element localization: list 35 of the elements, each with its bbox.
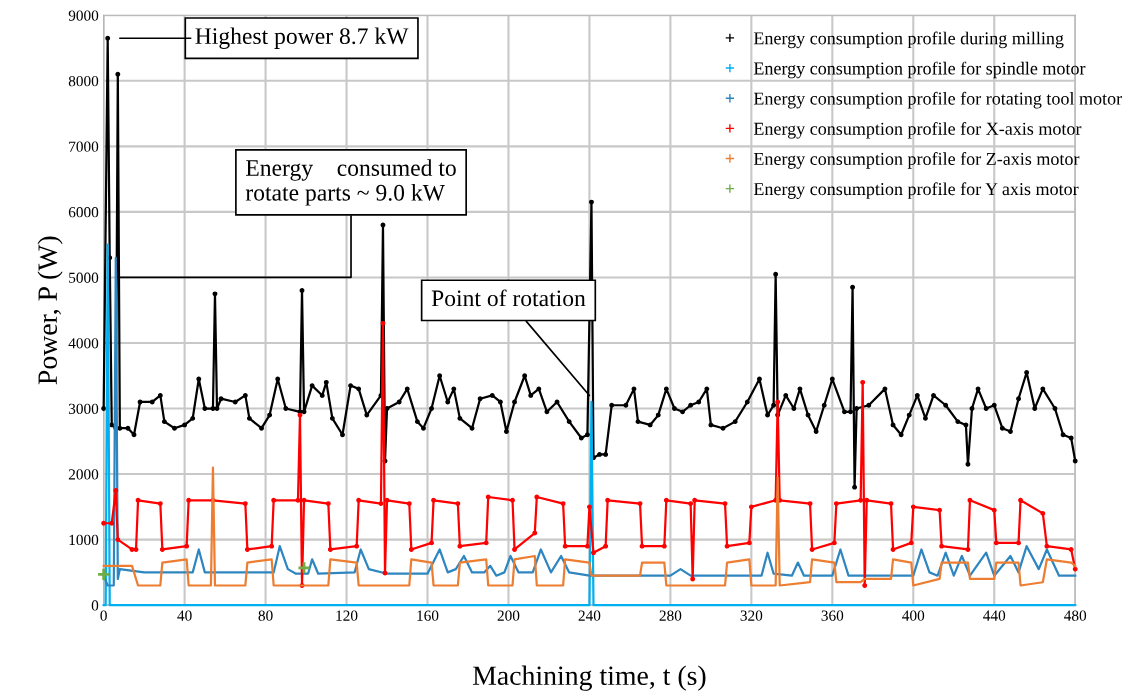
line-series: [102, 466, 1077, 587]
y-tick-label: 0: [91, 600, 99, 611]
x-tick-label: 240: [578, 610, 601, 621]
legend-label: Energy consumption profile for spindle motor: [753, 61, 1086, 79]
x-tick-label: 400: [902, 610, 925, 621]
x-axis-title: Machining time, t (s): [472, 665, 706, 691]
y-tick-label: 2000: [68, 469, 99, 480]
x-tick-label: 480: [1064, 610, 1087, 621]
x-tick-label: 280: [659, 610, 682, 621]
y-tick-label: 5000: [69, 272, 99, 283]
x-tick-label: 360: [821, 610, 844, 621]
y-tick-label: 4000: [68, 338, 99, 349]
y-tick-label: 6000: [68, 207, 99, 218]
annotation: Highest power 8.7 kW: [195, 27, 409, 49]
x-tick-label: 40: [177, 610, 192, 621]
y-tick-label: 3000: [68, 403, 99, 414]
annotation: Point of rotation: [431, 289, 586, 307]
legend-label: Energy consumption profile for rotating tool motor: [753, 91, 1122, 109]
y-axis-title: Power, P (W): [37, 236, 63, 385]
legend-label: Energy consumption profile for X-axis motor: [753, 121, 1082, 139]
y-tick-label: 8000: [68, 75, 99, 87]
x-tick-label: 0: [100, 610, 107, 621]
legend-label: Energy consumption profile for Z-axis motor: [753, 152, 1080, 169]
y-tick-label: 7000: [69, 141, 99, 152]
x-tick-label: 200: [497, 610, 520, 621]
x-tick-label: 80: [258, 610, 273, 621]
y-tick-label: 9000: [68, 10, 99, 21]
y-tick-label: 1000: [69, 534, 99, 546]
annotation: Energy consumed to rotate parts ~ 9.0 kW: [245, 159, 456, 206]
x-tick-label: 320: [740, 610, 763, 621]
x-tick-label: 160: [417, 610, 439, 621]
x-tick-label: 120: [336, 610, 358, 621]
legend-label: Energy consumption profile during milling: [753, 31, 1064, 49]
legend-label: Energy consumption profile for Y axis motor: [753, 182, 1079, 199]
x-tick-label: 440: [983, 610, 1006, 621]
